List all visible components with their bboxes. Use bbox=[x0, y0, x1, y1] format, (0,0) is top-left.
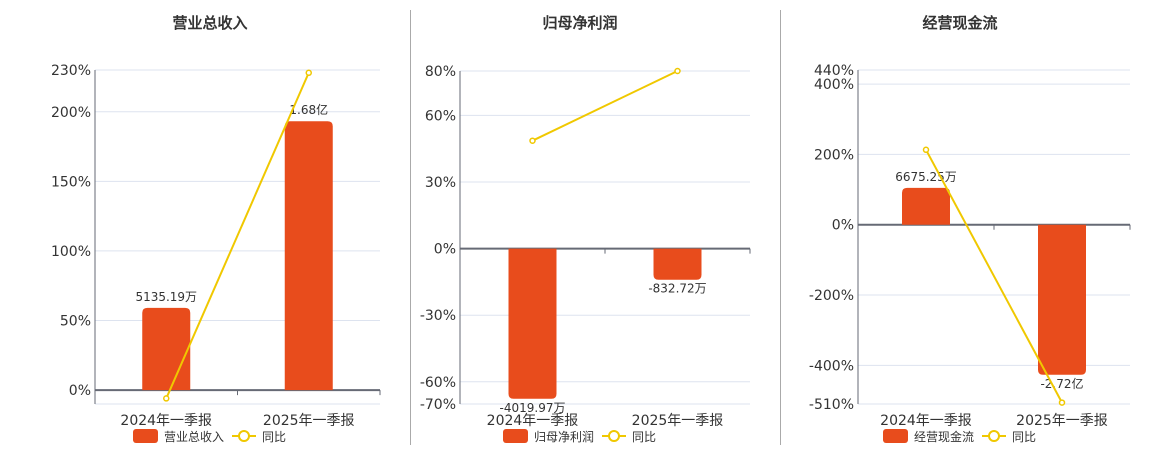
legend-bar-label: 营业总收入 bbox=[164, 430, 224, 444]
x-tick-label: 2025年一季报 bbox=[263, 413, 355, 429]
y-tick-label: 440% bbox=[814, 63, 854, 79]
y-tick-label: 0% bbox=[69, 383, 91, 399]
legend-bar-swatch bbox=[133, 429, 158, 443]
y-tick-label: -400% bbox=[809, 358, 854, 374]
yoy-point bbox=[674, 67, 681, 75]
legend-line-label: 同比 bbox=[1012, 430, 1036, 444]
y-tick-label: 0% bbox=[832, 218, 854, 234]
y-tick-label: 200% bbox=[814, 147, 854, 163]
panel-divider bbox=[780, 10, 781, 445]
legend-bar-label: 归母净利润 bbox=[534, 430, 594, 444]
y-tick-label: 50% bbox=[60, 314, 91, 330]
y-tick-label: 200% bbox=[51, 105, 91, 121]
x-tick-label: 2024年一季报 bbox=[487, 413, 579, 429]
chart-title-revenue: 营业总收入 bbox=[172, 14, 248, 32]
legend-line-marker bbox=[608, 430, 620, 442]
y-tick-label: 400% bbox=[814, 77, 854, 93]
bar bbox=[508, 248, 557, 399]
y-tick-label: -70% bbox=[420, 397, 456, 413]
bar-value-label: 1.68亿 bbox=[289, 102, 328, 117]
yoy-point bbox=[163, 395, 170, 402]
legend-line-marker bbox=[988, 430, 1000, 442]
y-tick-label: 60% bbox=[425, 108, 456, 124]
legend-line-marker bbox=[238, 430, 250, 442]
y-tick-label: -200% bbox=[809, 288, 854, 304]
legend-bar-swatch bbox=[883, 429, 908, 443]
yoy-point bbox=[305, 69, 312, 77]
yoy-line bbox=[925, 149, 1063, 404]
bar-value-label: -832.72万 bbox=[648, 282, 706, 296]
y-tick-label: -30% bbox=[420, 308, 456, 324]
x-tick-label: 2024年一季报 bbox=[880, 413, 972, 429]
yoy-line bbox=[532, 70, 678, 142]
bar bbox=[1038, 224, 1086, 375]
yoy-line bbox=[165, 72, 310, 399]
legend-line-label: 同比 bbox=[262, 430, 286, 444]
bar bbox=[284, 121, 333, 391]
y-tick-label: 230% bbox=[51, 63, 91, 79]
legend-bar-label: 经营现金流 bbox=[914, 429, 974, 444]
bar-value-label: -4019.97万 bbox=[500, 401, 566, 415]
legend-line-label: 同比 bbox=[632, 430, 656, 444]
yoy-point bbox=[922, 146, 930, 154]
chart-title-net-profit: 归母净利润 bbox=[542, 14, 618, 32]
panel-divider bbox=[410, 10, 411, 445]
x-tick-label: 2025年一季报 bbox=[1016, 413, 1108, 429]
bar bbox=[902, 187, 950, 225]
bar-value-label: 6675.25万 bbox=[895, 170, 957, 184]
y-tick-label: 150% bbox=[51, 174, 91, 190]
bar-value-label: 5135.19万 bbox=[135, 290, 197, 304]
legend-bar-swatch bbox=[503, 429, 528, 443]
x-tick-label: 2025年一季报 bbox=[632, 413, 724, 429]
y-tick-label: 30% bbox=[425, 175, 456, 191]
y-tick-label: 0% bbox=[434, 242, 456, 258]
bar bbox=[142, 307, 191, 391]
y-tick-label: -60% bbox=[420, 375, 456, 391]
bar-value-label: -2.72亿 bbox=[1040, 376, 1083, 391]
x-tick-label: 2024年一季报 bbox=[120, 413, 212, 429]
chart-title-cash-flow: 经营现金流 bbox=[922, 14, 998, 32]
yoy-point bbox=[1058, 399, 1066, 406]
y-tick-label: -510% bbox=[809, 397, 854, 413]
y-tick-label: 80% bbox=[425, 64, 456, 80]
bar bbox=[653, 248, 702, 280]
yoy-point bbox=[529, 137, 536, 144]
y-tick-label: 100% bbox=[51, 244, 91, 260]
